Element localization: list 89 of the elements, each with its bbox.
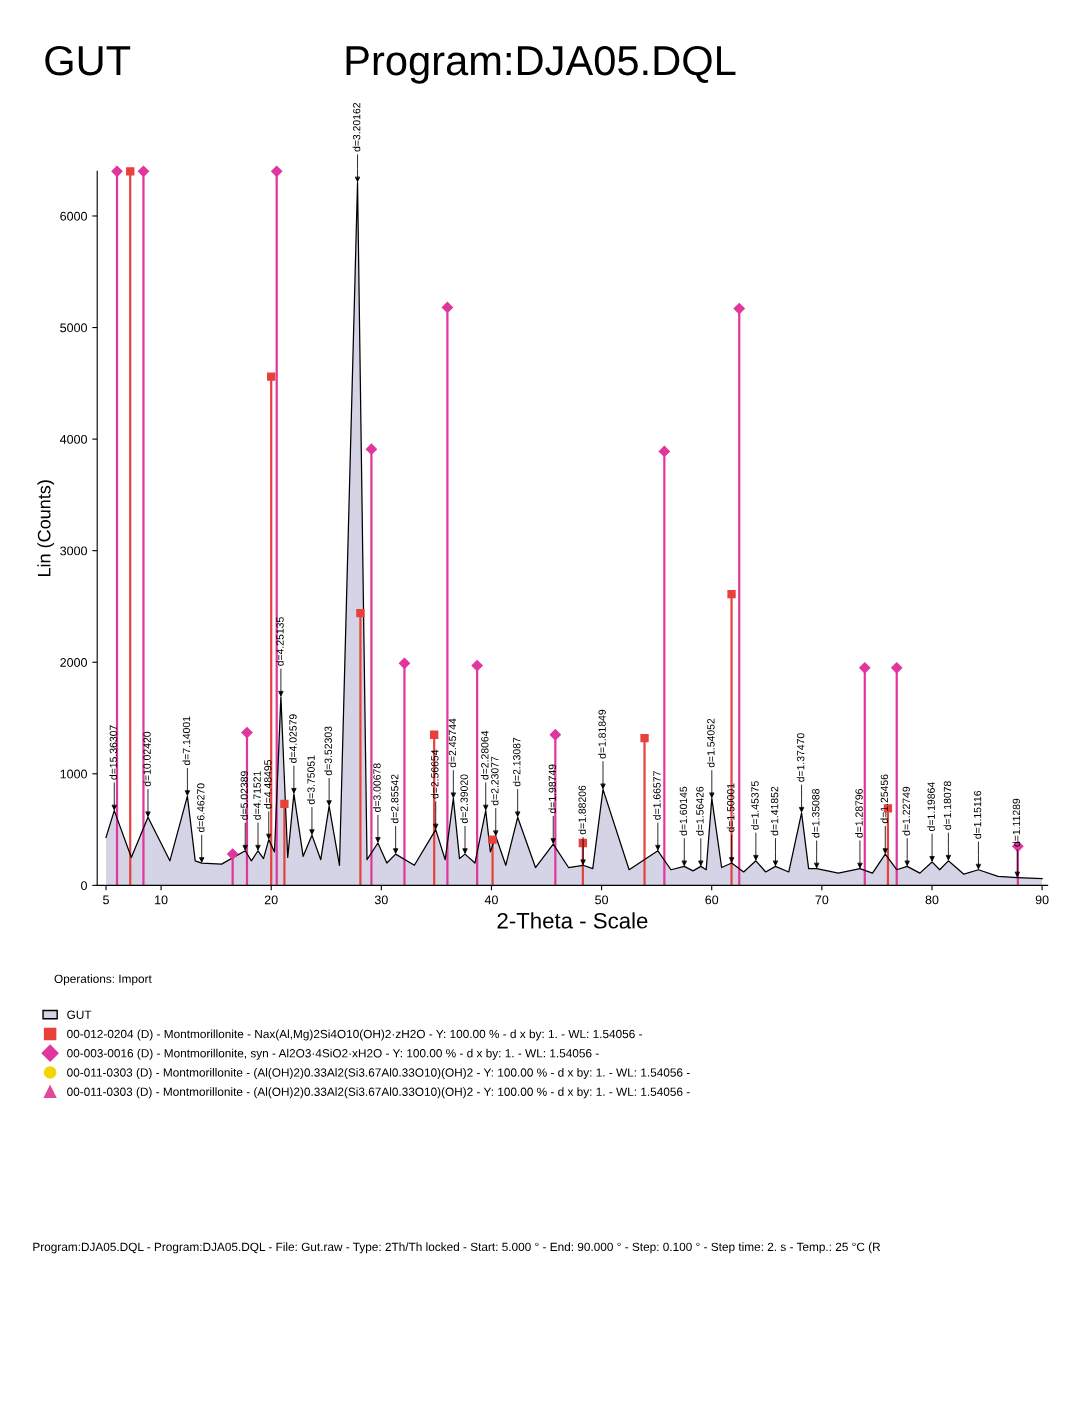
annotation: d=6.46270 xyxy=(196,783,205,833)
annotation: d=2.13087 xyxy=(512,737,521,787)
x-tick-label: 20 xyxy=(264,895,278,905)
y-tick-label: 2000 xyxy=(60,658,87,667)
annotation: d=4.48495 xyxy=(263,759,272,809)
annotation: d=2.45744 xyxy=(448,718,457,768)
annotation: d=1.25456 xyxy=(880,774,889,824)
annotation: d=2.28064 xyxy=(480,730,489,780)
annotation: d=1.98749 xyxy=(548,764,557,814)
point xyxy=(859,662,871,674)
point xyxy=(111,165,123,177)
chart-title: Program:DJA05.DQL xyxy=(346,45,736,84)
annotation: d=1.45375 xyxy=(751,781,759,830)
point xyxy=(430,730,439,739)
y-tick-label: 1000 xyxy=(60,769,87,779)
annotation: d=3.20162 xyxy=(352,102,361,152)
annotation: d=1.56426 xyxy=(695,786,704,836)
point xyxy=(891,662,903,674)
annotation: d=4.25135 xyxy=(276,617,284,666)
text: Program:DJA05.DQL - Program:DJA05.DQL - File: Gut.raw - Type: 2Th/Th locked - Start: 5.000 ° - End: 90.000 ° - Step: 0.100 ° - Step time: 2. s - Temp.: 25 °C (R xyxy=(33,1242,881,1254)
annotation: d=1.15116 xyxy=(973,790,982,839)
chart-subtitle: GUT xyxy=(45,45,131,76)
legend-label: 00-011-0303 (D) - Montmorillonite - (Al(OH)2)0.33Al2(Si3.67Al0.33O10)(OH)2 - Y: 100.00 % - d x by: 1. - WL: 1.54056 - xyxy=(67,1068,690,1080)
legend-label: 00-012-0204 (D) - Montmorillonite - Nax(Al,Mg)2Si4O10(OH)2·zH2O - Y: 100.00 % - d x by: 1. - WL: 1.54056 - xyxy=(67,1029,642,1041)
legend-label: 00-011-0303 (D) - Montmorillonite - (Al(OH)2)0.33Al2(Si3.67Al0.33O10)(OH)2 - Y: 100.00 % - d x by: 1. - WL: 1.54056 - xyxy=(67,1087,690,1099)
point xyxy=(365,443,378,455)
point xyxy=(733,302,745,315)
annotation: d=15.36307 xyxy=(109,725,118,780)
x-tick-label: 70 xyxy=(815,895,829,905)
annotation: d=3.75051 xyxy=(307,755,315,805)
point xyxy=(271,165,283,177)
point xyxy=(280,799,289,809)
annotation: d=2.85542 xyxy=(390,774,399,824)
annotation: d=3.52303 xyxy=(324,726,332,776)
y-tick-label: 6000 xyxy=(60,211,87,221)
point xyxy=(441,301,454,314)
y-tick-label: 3000 xyxy=(60,546,87,556)
annotation: d=1.22749 xyxy=(902,786,910,836)
point xyxy=(640,733,649,743)
point xyxy=(356,608,365,618)
x-tick-label: 90 xyxy=(1035,895,1049,905)
y-tick-label: 0 xyxy=(81,881,87,891)
x-tick-label: 60 xyxy=(705,895,719,905)
point xyxy=(398,657,411,669)
annotation: d=4.02579 xyxy=(289,714,297,763)
legend-label: GUT xyxy=(67,1010,92,1019)
x-tick-label: 5 xyxy=(103,895,109,905)
point xyxy=(471,659,483,672)
annotation: d=2.56654 xyxy=(430,749,439,799)
annotation: d=1.18078 xyxy=(943,781,952,830)
x-tick-label: 40 xyxy=(484,895,498,905)
point xyxy=(126,167,135,176)
point xyxy=(137,165,150,177)
annotation: d=1.37470 xyxy=(796,733,805,782)
annotation: d=10.02420 xyxy=(143,731,151,787)
legend-label: 00-003-0016 (D) - Montmorillonite, syn - Al2O3·4SiO2·xH2O - Y: 100.00 % - d x by: 1. - WL: 1.54056 - xyxy=(67,1048,599,1060)
point xyxy=(658,445,670,457)
annotation: d=1.60145 xyxy=(679,786,688,836)
point xyxy=(267,372,276,381)
annotation: d=1.28796 xyxy=(855,789,863,838)
point xyxy=(227,848,239,860)
y-tick-label: 5000 xyxy=(60,323,87,333)
annotation: d=3.00678 xyxy=(373,763,381,812)
annotation: d=2.23077 xyxy=(490,756,499,806)
x-tick-label: 10 xyxy=(155,895,168,905)
x-tick-label: 50 xyxy=(595,895,609,905)
annotation: d=1.50001 xyxy=(726,783,735,833)
x-tick-label: 80 xyxy=(925,895,939,905)
annotation: d=4.71521 xyxy=(253,771,261,820)
annotation: d=1.35088 xyxy=(811,788,820,838)
annotation: d=1.11289 xyxy=(1012,798,1021,847)
point xyxy=(488,835,497,844)
annotation: d=1.54052 xyxy=(706,718,715,768)
point xyxy=(549,729,561,741)
y-tick-label: 4000 xyxy=(59,434,87,444)
x-tick-label: 30 xyxy=(374,895,388,905)
annotation: d=2.39020 xyxy=(460,774,468,824)
annotation: d=7.14001 xyxy=(182,716,191,766)
annotation: d=1.88206 xyxy=(578,785,586,835)
annotation: d=1.66577 xyxy=(653,771,661,820)
annotation: d=5.02389 xyxy=(240,771,249,820)
annotation: d=1.41852 xyxy=(770,786,779,836)
point xyxy=(727,590,736,599)
point xyxy=(241,726,253,739)
x-axis-title: 2-Theta - Scale xyxy=(497,912,648,929)
annotation: d=1.19864 xyxy=(927,782,935,831)
y-axis-title: Lin (Counts) xyxy=(37,480,55,577)
annotation: d=1.81849 xyxy=(598,709,606,759)
text: Operations: Import xyxy=(54,974,152,986)
